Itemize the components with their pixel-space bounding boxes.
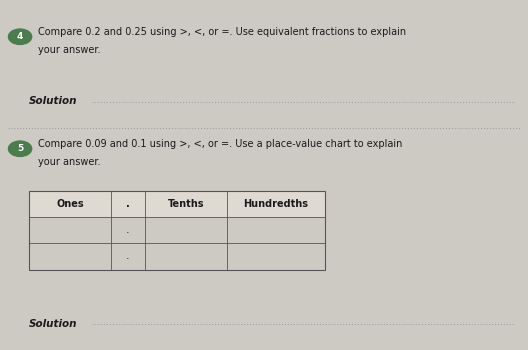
Text: Solution: Solution	[29, 319, 78, 329]
Text: Solution: Solution	[29, 97, 78, 106]
Text: your answer.: your answer.	[38, 157, 100, 167]
Circle shape	[8, 29, 32, 44]
Bar	[29, 191, 325, 217]
Text: .: .	[126, 225, 130, 235]
Text: Tenths: Tenths	[168, 199, 204, 209]
Text: your answer.: your answer.	[38, 45, 100, 55]
Text: .: .	[126, 251, 130, 261]
Circle shape	[8, 141, 32, 156]
Text: Hundredths: Hundredths	[243, 199, 308, 209]
Text: Compare 0.2 and 0.25 using >, <, or =. Use equivalent fractions to explain: Compare 0.2 and 0.25 using >, <, or =. U…	[38, 27, 406, 37]
Text: Ones: Ones	[56, 199, 84, 209]
Text: 5: 5	[17, 144, 23, 153]
Bar	[29, 217, 325, 270]
Text: 4: 4	[17, 32, 23, 41]
Text: Compare 0.09 and 0.1 using >, <, or =. Use a place-value chart to explain: Compare 0.09 and 0.1 using >, <, or =. U…	[38, 139, 402, 149]
Bar	[29, 191, 325, 270]
Text: .: .	[126, 199, 130, 209]
